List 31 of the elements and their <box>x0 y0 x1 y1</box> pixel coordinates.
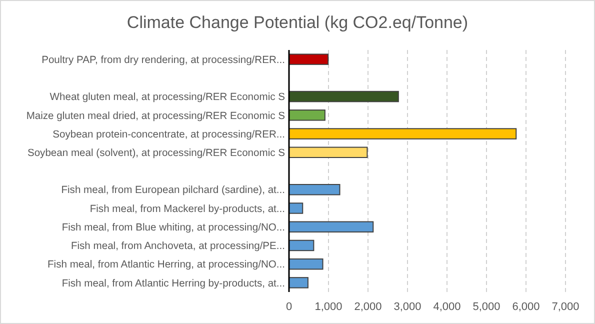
x-tick-label: 3,000 <box>394 301 422 313</box>
bar <box>288 240 314 252</box>
bar <box>288 258 324 270</box>
y-tick-label: Fish meal, from Atlantic Herring, at processing/NO... <box>48 260 285 271</box>
x-tick-label: 0 <box>286 301 292 313</box>
y-tick-label: Maize gluten meal dried, at processing/RER Economic S <box>26 110 286 122</box>
x-tick-label: 1,000 <box>314 301 342 313</box>
bar <box>288 128 517 140</box>
bar <box>288 221 374 232</box>
x-tick-label: 2,000 <box>354 301 382 313</box>
bar <box>288 90 399 102</box>
bar <box>288 146 368 158</box>
bar <box>288 277 308 288</box>
y-tick-label: Soybean meal (solvent), at processing/RER Economic S <box>27 148 286 159</box>
y-tick-label: Fish meal, from Atlantic Herring by-products, at... <box>62 278 285 290</box>
chart-title: Climate Change Potential (kg CO2.eq/Tonne) <box>126 13 468 32</box>
y-tick-label: Fish meal, from Anchoveta, at processing/PE... <box>70 241 285 252</box>
bar <box>288 110 326 121</box>
bar <box>288 54 329 65</box>
bar <box>288 202 304 214</box>
y-tick-label: Soybean protein-concentrate, at processing/RER... <box>52 129 285 140</box>
y-tick-label: Fish meal, from European pilchard (sardine), at... <box>61 185 285 196</box>
x-tick-label: 5,000 <box>472 301 500 313</box>
x-tick-label: 6,000 <box>512 301 540 313</box>
bar <box>288 184 340 196</box>
x-tick-label: 4,000 <box>433 301 461 313</box>
x-tick-label: 7,000 <box>552 301 580 313</box>
y-tick-label: Fish meal, from Blue whiting, at processing/NO... <box>62 222 285 234</box>
y-tick-label: Wheat gluten meal, at processing/RER Economic S <box>50 92 286 104</box>
y-tick-label: Fish meal, from Mackerel by-products, at... <box>90 204 285 215</box>
y-tick-label: Poultry PAP, from dry rendering, at processing/RER... <box>42 54 285 66</box>
